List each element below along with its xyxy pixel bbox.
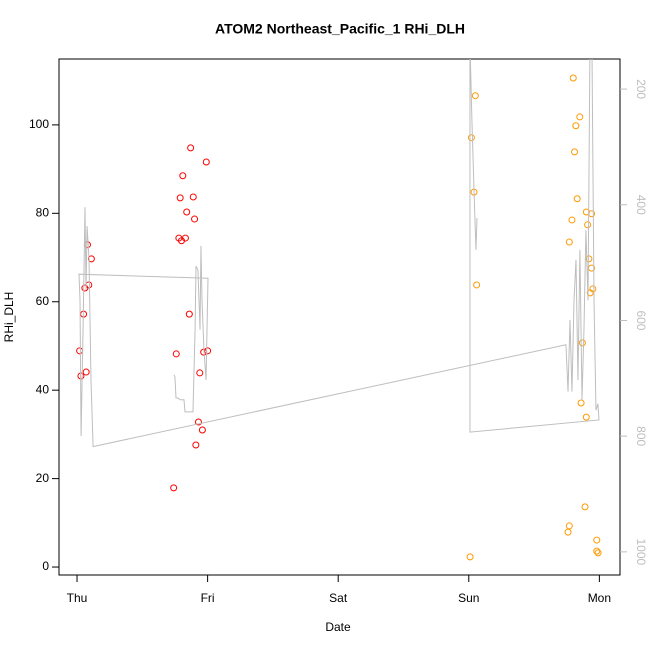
point — [76, 347, 84, 355]
point — [593, 547, 601, 555]
y-tick-label: 40 — [36, 382, 50, 396]
y-tick-label: 100 — [29, 117, 49, 131]
y2-tick-label: 600 — [634, 310, 648, 330]
point — [466, 553, 474, 561]
point — [85, 281, 93, 289]
x-tick-label: Mon — [588, 591, 611, 605]
point — [565, 522, 573, 530]
point — [576, 113, 584, 121]
y-axis-label: RHi_DLH — [2, 292, 16, 343]
point — [585, 255, 593, 263]
point — [572, 122, 580, 130]
point — [569, 74, 577, 82]
y2-tick-label: 800 — [634, 426, 648, 446]
point — [194, 418, 202, 426]
point — [564, 528, 572, 536]
point — [189, 193, 197, 201]
y-tick-label: 60 — [36, 294, 50, 308]
point — [81, 284, 89, 292]
point — [172, 350, 180, 358]
plot-frame — [58, 58, 621, 576]
plot-area — [76, 59, 602, 561]
line — [78, 59, 600, 448]
point — [594, 549, 602, 557]
chart-title: ATOM2 Northeast_Pacific_1 RHi_DLH — [215, 21, 465, 37]
point — [577, 399, 585, 407]
point — [181, 234, 189, 242]
x-tick-label: Thu — [67, 591, 88, 605]
x-tick-label: Sat — [329, 591, 348, 605]
point — [82, 368, 90, 376]
x-tick-label: Sun — [458, 591, 479, 605]
point — [179, 172, 187, 180]
y2-tick-label: 200 — [634, 79, 648, 99]
point — [176, 194, 184, 202]
point — [578, 339, 586, 347]
y-tick-label: 0 — [42, 559, 49, 573]
point — [584, 221, 592, 229]
point — [204, 347, 212, 355]
point — [170, 484, 178, 492]
point — [593, 536, 601, 544]
point — [185, 310, 193, 318]
y2-tick-label: 1000 — [634, 539, 648, 566]
point — [192, 441, 200, 449]
point — [573, 195, 581, 203]
point — [471, 92, 479, 100]
point — [183, 208, 191, 216]
point — [202, 158, 210, 166]
point — [568, 216, 576, 224]
point — [187, 144, 195, 152]
point — [582, 413, 590, 421]
point — [473, 281, 481, 289]
y-tick-label: 80 — [36, 205, 50, 219]
point — [571, 148, 579, 156]
point — [581, 503, 589, 511]
point — [565, 238, 573, 246]
point — [191, 215, 199, 223]
y-tick-label: 20 — [36, 471, 50, 485]
x-axis-label: Date — [325, 620, 351, 634]
point — [198, 426, 206, 434]
point — [467, 134, 475, 142]
point — [87, 255, 95, 263]
x-tick-label: Fri — [201, 591, 215, 605]
y2-tick-label: 400 — [634, 195, 648, 215]
point — [589, 285, 597, 293]
point — [196, 369, 204, 377]
